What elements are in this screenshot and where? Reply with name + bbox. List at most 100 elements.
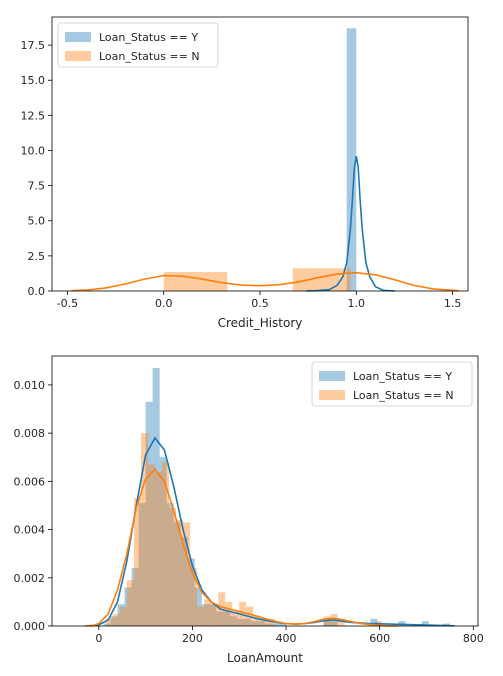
bar-series-1-13 — [187, 558, 195, 626]
y-tick-label: 0.000 — [14, 620, 46, 633]
legend-box — [311, 361, 473, 407]
x-tick-label: 800 — [463, 632, 484, 645]
bar-series-2-9 — [162, 462, 170, 626]
bar-series-2-8 — [154, 471, 163, 626]
bar-series-2-5 — [133, 498, 141, 626]
x-tick-label: 200 — [182, 632, 203, 645]
bar-series-1-14 — [194, 587, 202, 626]
legend: Loan_Status == Y Loan_Status == N — [57, 22, 219, 68]
y-tick-label: 2.5 — [28, 250, 46, 263]
bar-series-2-16 — [211, 604, 219, 626]
bar-series-1-24 — [265, 623, 273, 626]
x-tick-label: 1.5 — [444, 297, 462, 310]
bar-series-1-19 — [229, 616, 237, 626]
y-tick-label: 0.006 — [14, 475, 46, 488]
y-tick-label: 0.008 — [14, 427, 46, 440]
x-tick-label: 600 — [369, 632, 390, 645]
bar-series-2-22 — [253, 616, 261, 626]
bar-series-1-4 — [124, 587, 132, 626]
bar-series-1-31 — [421, 621, 429, 626]
kde-line-series-1 — [89, 436, 455, 627]
x-tick-label: 0.5 — [251, 297, 269, 310]
bar-series-2-1 — [105, 618, 113, 626]
y-tick-label: 0.010 — [14, 379, 46, 392]
bar-series-2-23 — [260, 618, 268, 626]
bar-series-1-1 — [103, 623, 111, 626]
x-tick-label: -0.5 — [57, 297, 78, 310]
bar-series-1-22 — [250, 621, 258, 626]
chart-1: -0.5 0.0 0.5 1.0 1.5 0.0 2.5 5.0 7.5 10.0 12.5 15.0… — [21, 16, 469, 330]
bar-series-1-26 — [279, 623, 287, 626]
bar-series-2-24 — [267, 618, 275, 626]
x-axis-label: Credit_History — [218, 316, 303, 330]
legend-label: Loan_Status == Y — [99, 31, 198, 44]
bar-series-2-3 — [119, 606, 127, 626]
bar-series-1-29 — [370, 618, 378, 626]
bar-series-1-10 — [166, 503, 174, 626]
bar-series-1-15 — [201, 604, 209, 626]
bar-series-2-2 — [112, 613, 120, 626]
bar-series-2-27 — [337, 618, 345, 626]
y-tick-label: 0.0 — [28, 285, 46, 298]
bar-series-2-19 — [232, 611, 240, 626]
legend: Loan_Status == Y Loan_Status == N — [311, 361, 473, 407]
legend-label: Loan_Status == N — [99, 50, 200, 63]
kde-line-series-2 — [84, 468, 399, 627]
y-tick-label: 17.5 — [21, 39, 46, 52]
legend-swatch — [65, 51, 91, 61]
legend-label: Loan_Status == Y — [353, 370, 452, 383]
kde-line-series-1 — [306, 155, 395, 292]
bar-series-2-6 — [140, 433, 148, 626]
x-tick-label: 0.0 — [155, 297, 173, 310]
y-tick-label: 7.5 — [28, 180, 46, 193]
bar-series-2-11 — [176, 519, 184, 626]
y-tick-label: 0.002 — [14, 572, 46, 585]
bar-series-1-2 — [110, 616, 118, 626]
y-tick-label: 12.5 — [21, 109, 46, 122]
bar-series-2-20 — [239, 601, 247, 626]
bar-series-1-3 — [117, 604, 125, 626]
bar-series-2-18 — [225, 601, 233, 626]
legend-label: Loan_Status == N — [353, 389, 454, 402]
legend-swatch — [319, 371, 345, 381]
bar-series-1-8 — [152, 368, 160, 626]
y-tick-label: 0.004 — [14, 524, 46, 537]
bar-series-1-12 — [180, 536, 188, 626]
kde-line-series-2 — [71, 271, 459, 292]
bar-series-2-13 — [190, 568, 198, 626]
x-axis-label: LoanAmount — [227, 651, 303, 665]
bar-series-1-9 — [159, 457, 167, 626]
chart-2: 0 200 400 600 800 0.000 0.002 0.004 0.006 0.008 0.… — [14, 355, 484, 665]
bar-series-2-12 — [183, 522, 191, 626]
bar-series-1-11 — [173, 522, 181, 626]
bar-series-1-16 — [208, 604, 216, 626]
bar-series-1-18 — [222, 611, 230, 626]
bar-series-1-6 — [138, 503, 146, 626]
bar-series-2-7 — [147, 464, 155, 626]
bar-series-1-27 — [323, 618, 331, 626]
legend-swatch — [319, 390, 345, 400]
y-tick-label: 5.0 — [28, 215, 46, 228]
bar-series-2-4 — [126, 580, 134, 626]
bar-series-1-5 — [131, 568, 139, 626]
bar-series-1-21 — [243, 618, 251, 626]
bar-series-1-17 — [215, 611, 223, 626]
x-tick-label: 1.0 — [348, 297, 366, 310]
axes-frame — [51, 355, 479, 627]
bar-series-2-15 — [204, 599, 212, 626]
y-tick-label: 10.0 — [21, 144, 46, 157]
bar-series-2-14 — [197, 606, 205, 626]
x-tick-label: 0 — [95, 632, 102, 645]
bar-series-1-25 — [272, 623, 280, 626]
bar-series-2-10 — [169, 507, 177, 626]
bar-series-1-23 — [257, 621, 265, 626]
bar-series-1-1 — [346, 28, 357, 291]
y-tick-label: 15.0 — [21, 74, 46, 87]
legend-swatch — [65, 32, 91, 42]
legend-box — [57, 22, 219, 68]
bar-series-1-7 — [145, 401, 153, 626]
bar-series-1-20 — [236, 618, 244, 626]
bar-series-1-28 — [330, 621, 338, 626]
bar-series-1-30 — [398, 621, 406, 626]
